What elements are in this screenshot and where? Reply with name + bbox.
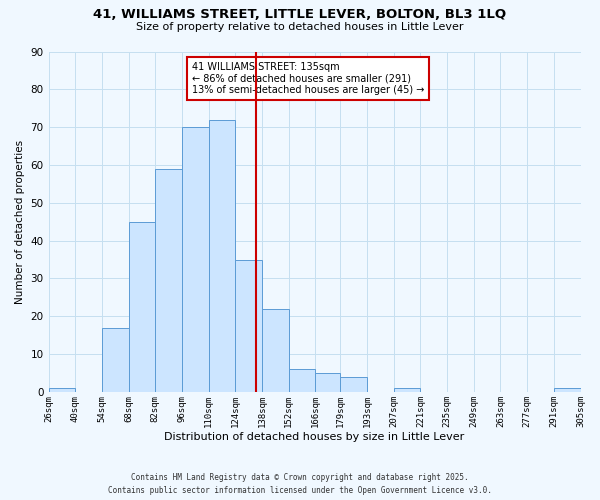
Y-axis label: Number of detached properties: Number of detached properties (15, 140, 25, 304)
Bar (182, 127, 209, 392)
Bar (340, 377, 367, 392)
Bar (209, 120, 235, 392)
Bar (262, 308, 289, 392)
Bar (155, 169, 182, 392)
Bar (235, 260, 262, 392)
Bar (289, 369, 316, 392)
Text: Contains HM Land Registry data © Crown copyright and database right 2025.
Contai: Contains HM Land Registry data © Crown c… (108, 474, 492, 495)
Bar (316, 373, 340, 392)
Text: 41 WILLIAMS STREET: 135sqm
← 86% of detached houses are smaller (291)
13% of sem: 41 WILLIAMS STREET: 135sqm ← 86% of deta… (192, 62, 425, 95)
Bar (554, 388, 581, 392)
Text: Size of property relative to detached houses in Little Lever: Size of property relative to detached ho… (136, 22, 464, 32)
Bar (102, 328, 128, 392)
Bar (49, 388, 75, 392)
Text: 41, WILLIAMS STREET, LITTLE LEVER, BOLTON, BL3 1LQ: 41, WILLIAMS STREET, LITTLE LEVER, BOLTO… (94, 8, 506, 20)
X-axis label: Distribution of detached houses by size in Little Lever: Distribution of detached houses by size … (164, 432, 464, 442)
Bar (394, 388, 421, 392)
Bar (128, 222, 155, 392)
